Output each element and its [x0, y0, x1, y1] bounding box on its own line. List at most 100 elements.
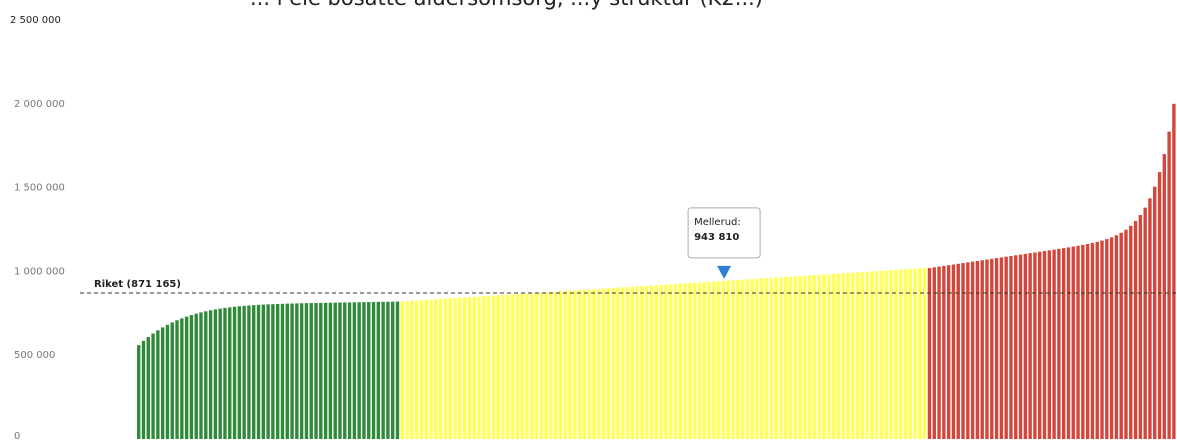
bar: [1153, 186, 1157, 439]
bar: [1009, 256, 1013, 439]
bar: [400, 301, 404, 439]
bar: [1157, 172, 1162, 440]
bar: [156, 330, 160, 439]
bar: [343, 302, 347, 439]
bar: [299, 303, 304, 439]
bar: [295, 303, 299, 439]
bar: [616, 287, 620, 439]
bar: [534, 292, 539, 439]
bar: [1004, 256, 1008, 439]
bar: [625, 287, 630, 439]
bar: [894, 269, 898, 439]
bar: [673, 283, 678, 439]
bar: [994, 258, 999, 439]
tooltip: Mellerud: 943 810: [687, 207, 761, 279]
bar: [678, 283, 682, 439]
y-tick-label: 1 000 000: [14, 266, 65, 277]
y-tick-label: 0: [14, 431, 20, 441]
bar: [918, 268, 922, 439]
bar: [1105, 239, 1109, 439]
bar: [851, 272, 855, 439]
bar: [1172, 103, 1176, 440]
bar: [491, 295, 496, 439]
bar: [256, 304, 261, 439]
bar: [1014, 255, 1018, 439]
bar: [1124, 229, 1128, 439]
bar: [496, 295, 500, 439]
bar: [587, 289, 591, 439]
bar: [1023, 253, 1028, 439]
bar: [601, 288, 606, 439]
bar: [515, 294, 520, 439]
bar: [750, 279, 754, 439]
bar: [731, 280, 735, 439]
bar: [266, 304, 270, 439]
bar: [577, 290, 582, 439]
bar: [860, 272, 865, 439]
bar: [386, 301, 390, 439]
bar: [903, 269, 908, 439]
bar: [175, 320, 179, 439]
bar: [606, 288, 611, 439]
bar: [736, 279, 740, 439]
bar: [716, 281, 721, 439]
bar: [635, 286, 639, 439]
bar: [640, 286, 644, 439]
bar: [721, 280, 726, 439]
bar: [827, 274, 831, 439]
bar: [1143, 207, 1147, 439]
bar: [659, 284, 663, 439]
bar: [937, 266, 941, 439]
bar: [999, 257, 1004, 439]
bar: [1047, 250, 1051, 439]
bar: [822, 274, 826, 439]
bar: [237, 306, 242, 439]
bar: [189, 315, 194, 439]
bar: [980, 260, 984, 439]
bar: [927, 268, 932, 439]
bar: [855, 272, 860, 439]
bar: [151, 333, 155, 439]
bar-series: [137, 103, 1176, 440]
bar: [314, 302, 318, 439]
bar: [1076, 245, 1080, 439]
tooltip-marker-icon: [717, 265, 732, 279]
bar: [319, 302, 323, 439]
bar: [774, 277, 778, 439]
bar: [275, 303, 280, 439]
bar: [180, 318, 184, 439]
bar: [1028, 253, 1032, 439]
bar: [1071, 246, 1075, 439]
bar: [338, 302, 342, 439]
bar: [405, 301, 409, 439]
y-tick-label: 500 000: [14, 350, 55, 361]
bar: [357, 302, 361, 439]
bar: [889, 270, 893, 439]
bar: [683, 283, 687, 439]
bar: [664, 284, 668, 439]
y-tick-label: 2 500 000: [10, 15, 61, 26]
bar: [184, 316, 189, 439]
bar: [477, 296, 481, 439]
bar: [252, 305, 256, 439]
bar: [1061, 248, 1066, 439]
bar: [424, 299, 428, 439]
bar: [769, 277, 774, 439]
bar: [333, 302, 337, 439]
bar: [309, 303, 313, 439]
bar: [597, 288, 601, 439]
bar: [846, 272, 850, 439]
bar: [1167, 131, 1171, 439]
bar: [922, 268, 927, 439]
bar: [242, 305, 246, 439]
bar: [529, 293, 534, 439]
bar: [582, 289, 587, 439]
bar: [165, 324, 170, 439]
bar: [347, 302, 352, 439]
bar: [913, 268, 917, 439]
bar: [841, 273, 845, 439]
bar: [836, 273, 841, 439]
bar: [1090, 242, 1095, 439]
bar: [1052, 249, 1056, 439]
